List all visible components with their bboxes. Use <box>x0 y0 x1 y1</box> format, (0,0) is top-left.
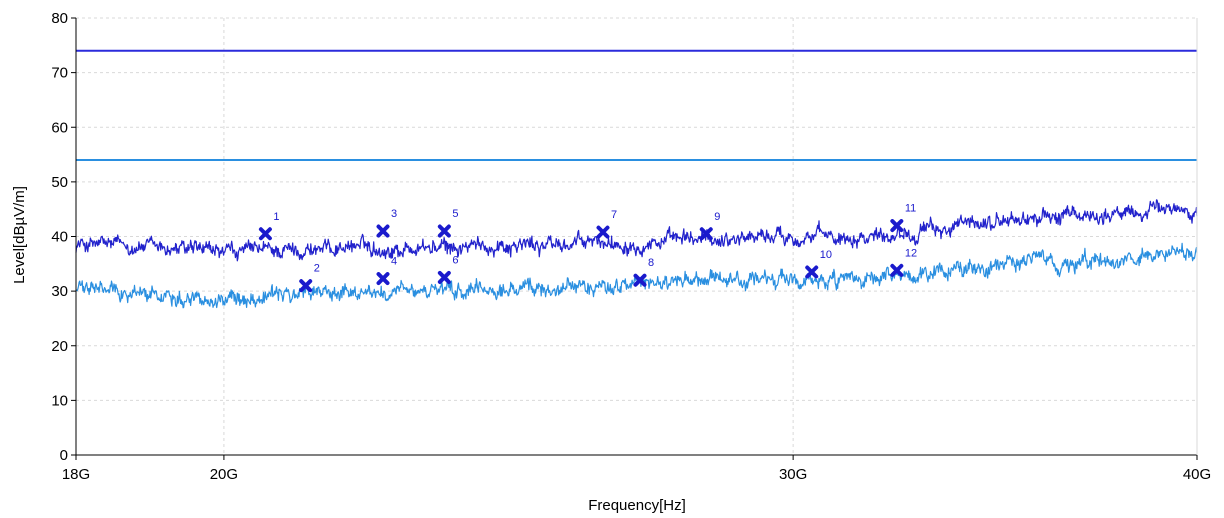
marker-label: 5 <box>452 208 458 220</box>
marker-label: 12 <box>905 247 917 259</box>
marker-label: 3 <box>391 208 397 220</box>
marker-label: 7 <box>611 209 617 221</box>
marker-label: 8 <box>648 257 654 269</box>
peak-trace-series <box>75 199 1198 262</box>
marker-label: 2 <box>314 263 320 275</box>
marker-label: 1 <box>273 211 279 223</box>
y-tick-label: 50 <box>51 174 68 191</box>
y-tick-label: 0 <box>60 447 68 464</box>
marker-8: 8 <box>633 257 654 287</box>
marker-cross-icon <box>633 273 647 287</box>
marker-10: 10 <box>805 249 832 279</box>
marker-12: 12 <box>890 247 917 277</box>
marker-cross-icon <box>596 225 610 239</box>
x-tick-label: 30G <box>779 466 807 483</box>
marker-label: 10 <box>820 249 832 261</box>
marker-11: 11 <box>890 203 916 233</box>
marker-cross-icon <box>299 279 313 293</box>
marker-label: 11 <box>905 203 916 215</box>
marker-label: 9 <box>714 211 720 223</box>
marker-7: 7 <box>596 209 617 239</box>
marker-6: 6 <box>437 254 458 284</box>
marker-label: 6 <box>452 254 458 266</box>
marker-2: 2 <box>299 263 320 293</box>
axes-layer: 0 10 20 30 40 50 60 70 80 18G 20G 30G 40G <box>51 10 1211 483</box>
y-tick-label: 70 <box>51 65 68 82</box>
marker-cross-icon <box>437 270 451 284</box>
y-tick-label: 80 <box>51 10 68 27</box>
marker-cross-icon <box>805 265 819 279</box>
marker-cross-icon <box>376 224 390 238</box>
x-axis-title: Frequency[Hz] <box>588 497 686 514</box>
marker-cross-icon <box>376 272 390 286</box>
x-tick-label: 40G <box>1183 466 1211 483</box>
y-tick-label: 60 <box>51 119 68 136</box>
limit-lines-layer <box>76 49 1197 162</box>
x-tick-label: 18G <box>62 466 90 483</box>
grid-layer <box>76 17 1197 455</box>
marker-9: 9 <box>699 211 720 241</box>
marker-cross-icon <box>890 263 904 277</box>
y-tick-label: 30 <box>51 283 68 300</box>
x-tick-label: 20G <box>210 466 238 483</box>
y-axis-title: Level[dBµV/m] <box>11 186 28 284</box>
marker-3: 3 <box>376 208 397 238</box>
y-tick-label: 40 <box>51 229 68 246</box>
marker-4: 4 <box>376 256 397 286</box>
y-tick-label: 10 <box>51 392 68 409</box>
marker-cross-icon <box>890 219 904 233</box>
marker-cross-icon <box>699 227 713 241</box>
marker-1: 1 <box>258 211 280 241</box>
marker-label: 4 <box>391 256 397 268</box>
y-tick-label: 20 <box>51 338 68 355</box>
marker-5: 5 <box>437 208 458 238</box>
marker-cross-icon <box>437 224 451 238</box>
marker-cross-icon <box>258 227 272 241</box>
